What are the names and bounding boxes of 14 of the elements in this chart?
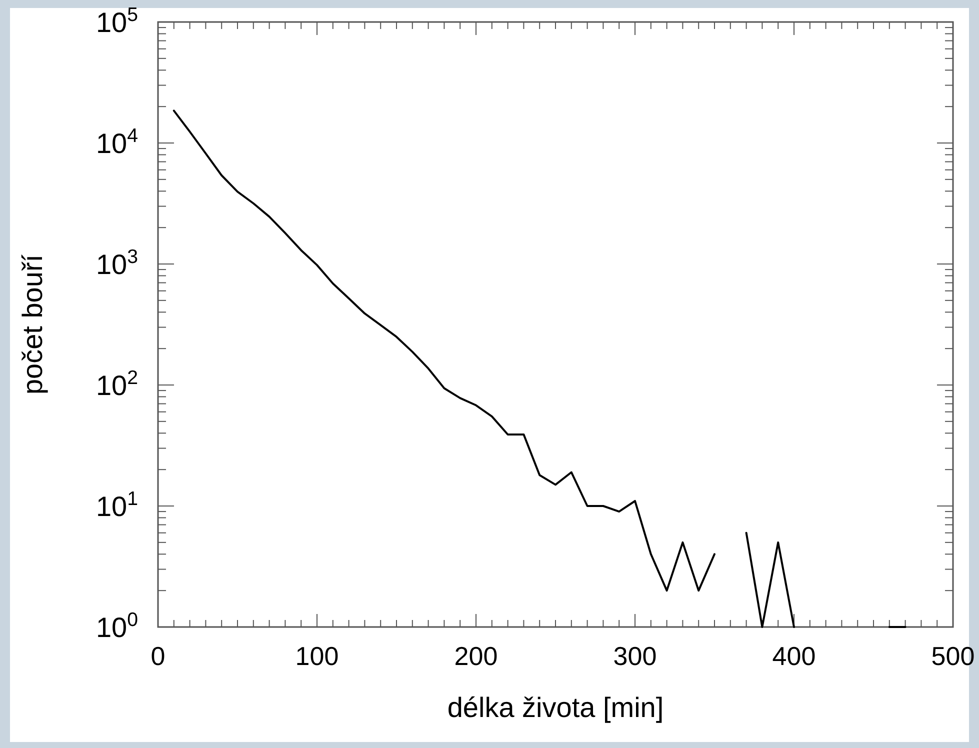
y-tick-label: 10$^{3}$: [96, 246, 138, 280]
y-tick-label: 10$^{0}$: [96, 609, 138, 643]
x-tick-label: 200: [454, 641, 498, 671]
y-tick-label: 10$^{5}$: [96, 4, 138, 38]
x-axis-title: délka života [min]: [447, 692, 664, 723]
x-tick-label: 300: [613, 641, 657, 671]
y-tick-label: 10$^{4}$: [96, 125, 138, 159]
y-tick-label: 10$^{1}$: [96, 488, 138, 522]
y-tick-label: 10$^{2}$: [96, 367, 138, 401]
x-tick-label: 100: [295, 641, 339, 671]
x-tick-label: 0: [150, 641, 166, 671]
x-tick-label: 400: [772, 641, 816, 671]
x-tick-label: 500: [931, 641, 975, 671]
y-axis-title: počet bouří: [17, 254, 48, 395]
